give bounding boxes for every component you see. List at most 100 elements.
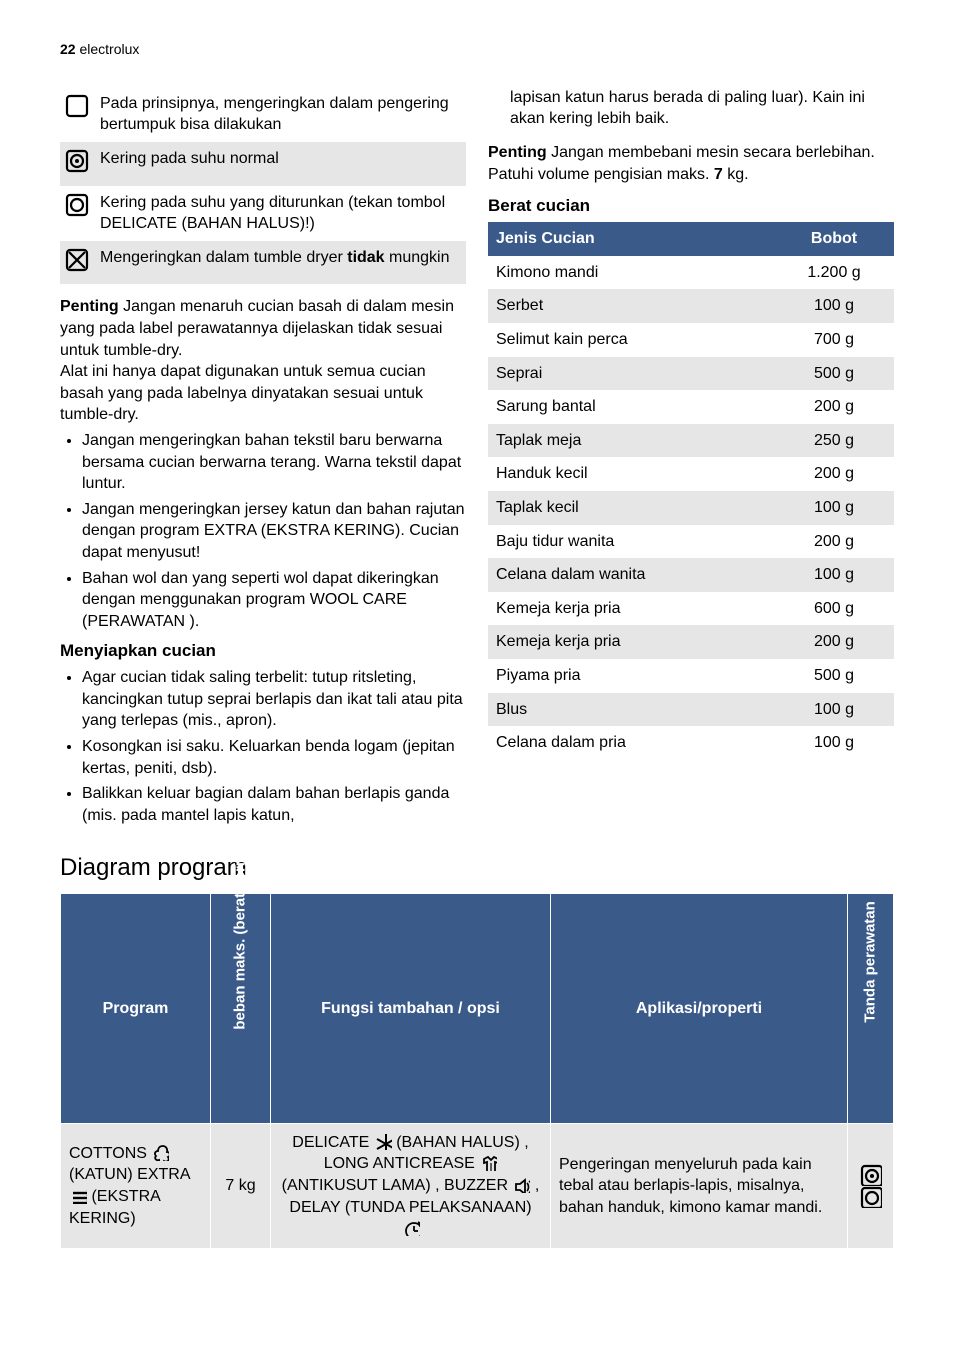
laundry-weight: 200 g xyxy=(774,525,894,559)
col-header: Bobot xyxy=(774,222,894,256)
dry-circle-icon xyxy=(64,192,90,218)
load-cell: 7 kg xyxy=(211,1123,271,1248)
options-cell: DELICATE (BAHAN HALUS) , LONG ANTICREASE… xyxy=(271,1123,551,1248)
table-row: Taplak kecil100 g xyxy=(488,491,894,525)
col-header: Aplikasi/properti xyxy=(551,893,848,1123)
body-paragraph: Alat ini hanya dapat digunakan untuk sem… xyxy=(60,361,466,426)
rotated-label: Tanda perawatan xyxy=(860,994,880,1023)
laundry-type: Sarung bantal xyxy=(488,390,774,424)
buzzer-icon xyxy=(512,1175,530,1197)
col-header: Tanda perawatan xyxy=(848,893,894,1123)
table-row: Taplak meja250 g xyxy=(488,424,894,458)
laundry-type: Kemeja kerja pria xyxy=(488,625,774,659)
laundry-type: Blus xyxy=(488,693,774,727)
laundry-type: Piyama pria xyxy=(488,659,774,693)
left-column: Pada prinsipnya, mengeringkan dalam peng… xyxy=(60,87,466,831)
table-row: Sarung bantal200 g xyxy=(488,390,894,424)
page-header: 22 electrolux xyxy=(60,40,894,59)
text-part: kg. xyxy=(723,166,749,183)
berat-heading: Berat cucian xyxy=(488,195,894,218)
symbol-desc: Pada prinsipnya, mengeringkan dalam peng… xyxy=(96,87,466,142)
care-mark-cell xyxy=(848,1123,894,1248)
laundry-weight: 600 g xyxy=(774,592,894,626)
table-row: Mengeringkan dalam tumble dryer tidak mu… xyxy=(60,241,466,285)
laundry-type: Seprai xyxy=(488,357,774,391)
laundry-type: Baju tidur wanita xyxy=(488,525,774,559)
laundry-type: Taplak kecil xyxy=(488,491,774,525)
page-number: 22 xyxy=(60,41,76,57)
rotated-label: beban maks. (berat kering) xyxy=(230,987,250,1030)
sub-heading: Menyiapkan cucian xyxy=(60,640,466,663)
care-dot-icon xyxy=(860,1164,882,1186)
laundry-weight: 500 g xyxy=(774,659,894,693)
list-item: Jangan mengeringkan jersey katun dan bah… xyxy=(82,499,466,564)
text-part: Jangan membebani mesin secara berlebihan… xyxy=(488,144,875,183)
application-cell: Pengeringan menyeluruh pada kain tebal a… xyxy=(551,1123,848,1248)
laundry-type: Celana dalam pria xyxy=(488,726,774,760)
laundry-weight: 100 g xyxy=(774,289,894,323)
laundry-weight: 700 g xyxy=(774,323,894,357)
text-part: mungkin xyxy=(385,249,450,266)
list-item: Jangan mengeringkan bahan tekstil baru b… xyxy=(82,430,466,495)
list-item: Agar cucian tidak saling terbelit: tutup… xyxy=(82,667,466,732)
extra-dry-icon xyxy=(69,1186,87,1208)
symbol-desc: Mengeringkan dalam tumble dryer tidak mu… xyxy=(96,241,466,285)
symbol-desc: Kering pada suhu yang diturunkan (tekan … xyxy=(96,186,466,241)
text-bold: tidak xyxy=(347,249,384,266)
table-row: Celana dalam wanita100 g xyxy=(488,558,894,592)
text-part: Mengeringkan dalam tumble dryer xyxy=(100,249,347,266)
text-part: (ANTIKUSUT LAMA) , BUZZER xyxy=(282,1177,513,1194)
laundry-weight: 200 g xyxy=(774,457,894,491)
table-row: Blus100 g xyxy=(488,693,894,727)
laundry-type: Handuk kecil xyxy=(488,457,774,491)
table-row: Selimut kain perca700 g xyxy=(488,323,894,357)
dry-dot-icon xyxy=(64,148,90,174)
laundry-type: Kimono mandi xyxy=(488,256,774,290)
penting-label: Penting xyxy=(60,298,119,315)
list-item: Bahan wol dan yang seperti wol dapat dik… xyxy=(82,568,466,633)
penting-paragraph: Penting Jangan membebani mesin secara be… xyxy=(488,142,894,185)
table-row: Kimono mandi1.200 g xyxy=(488,256,894,290)
table-row: Pada prinsipnya, mengeringkan dalam peng… xyxy=(60,87,466,142)
table-row: COTTONS (KATUN) EXTRA (EKSTRA KERING) 7 … xyxy=(61,1123,894,1248)
laundry-weight: 500 g xyxy=(774,357,894,391)
table-row: Kemeja kerja pria600 g xyxy=(488,592,894,626)
two-columns: Pada prinsipnya, mengeringkan dalam peng… xyxy=(60,87,894,831)
brand-name: electrolux xyxy=(79,41,139,57)
laundry-weight: 250 g xyxy=(774,424,894,458)
laundry-weight: 100 g xyxy=(774,693,894,727)
col-header: Jenis Cucian xyxy=(488,222,774,256)
laundry-weight: 100 g xyxy=(774,726,894,760)
table-row: Kering pada suhu yang diturunkan (tekan … xyxy=(60,186,466,241)
table-row: Celana dalam pria100 g xyxy=(488,726,894,760)
laundry-type: Taplak meja xyxy=(488,424,774,458)
cotton-icon xyxy=(151,1143,169,1165)
weight-table: Jenis Cucian Bobot Kimono mandi1.200 gSe… xyxy=(488,222,894,760)
table-row: Handuk kecil200 g xyxy=(488,457,894,491)
text-part: COTTONS xyxy=(69,1145,151,1162)
col-header: Program xyxy=(61,893,211,1123)
table-row: Seprai500 g xyxy=(488,357,894,391)
laundry-weight: 1.200 g xyxy=(774,256,894,290)
page: 22 electrolux Pada prinsipnya, mengering… xyxy=(0,0,954,1289)
laundry-weight: 100 g xyxy=(774,558,894,592)
table-row: Serbet100 g xyxy=(488,289,894,323)
max-kg: 7 xyxy=(714,166,723,183)
list-item: Balikkan keluar bagian dalam bahan berla… xyxy=(82,783,466,826)
symbol-desc: Kering pada suhu normal xyxy=(96,142,466,186)
laundry-type: Celana dalam wanita xyxy=(488,558,774,592)
penting-paragraph: Penting Jangan menaruh cucian basah di d… xyxy=(60,296,466,361)
text-part: (KATUN) EXTRA xyxy=(69,1166,190,1183)
right-column: lapisan katun harus berada di paling lua… xyxy=(488,87,894,831)
laundry-type: Serbet xyxy=(488,289,774,323)
laundry-weight: 200 g xyxy=(774,625,894,659)
bullet-list: Jangan mengeringkan bahan tekstil baru b… xyxy=(60,430,466,632)
laundry-type: Selimut kain perca xyxy=(488,323,774,357)
penting-label: Penting xyxy=(488,144,547,161)
table-row: Piyama pria500 g xyxy=(488,659,894,693)
table-row: Kemeja kerja pria200 g xyxy=(488,625,894,659)
dry-normal-icon xyxy=(64,93,90,119)
list-item: Kosongkan isi saku. Keluarkan benda loga… xyxy=(82,736,466,779)
table-row: Kering pada suhu normal xyxy=(60,142,466,186)
diagram-heading: Diagram program xyxy=(60,852,894,884)
